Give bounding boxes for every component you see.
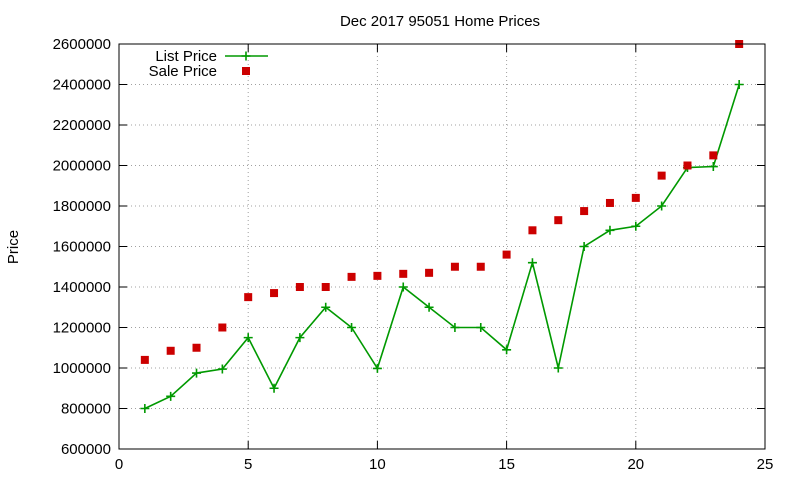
data-point [631,221,641,231]
data-point [347,323,357,332]
data-point [372,363,382,373]
legend-marker [242,67,250,75]
data-point [502,250,511,259]
data-point [527,258,537,268]
plot-border [118,43,766,450]
y-tick-label: 1800000 [53,198,111,215]
y-tick-label: 2600000 [53,36,111,53]
y-tick-label: 1400000 [53,279,111,296]
grid [119,44,765,449]
data-point [140,404,150,413]
data-point [580,207,589,216]
legend-label: Sale Price [149,63,217,80]
data-point [166,391,176,401]
data-point [476,262,485,271]
data-point [450,262,459,271]
x-tick-label: 15 [498,456,515,473]
data-point [554,216,563,225]
y-axis-label: Price [5,230,22,264]
axis-ticks: 600000 800000 1000000 1200000 1400000 1600000… [53,36,774,473]
data-point [631,193,640,202]
data-point [605,198,614,207]
data-point [528,226,537,235]
legend-label: List Price [155,48,217,65]
series [140,80,744,413]
data-point [708,162,718,172]
y-tick-label: 2200000 [53,117,111,134]
x-tick-label: 5 [244,456,252,473]
data-point [192,368,202,378]
data-point [166,346,175,355]
x-tick-label: 10 [369,456,386,473]
data-point [295,333,305,343]
data-point [398,282,408,292]
data-point [295,283,304,291]
data-point [347,272,356,281]
y-tick-label: 800000 [61,401,111,418]
data-point [269,383,279,393]
chart-title: Dec 2017 95051 Home Prices [340,13,540,30]
x-tick-label: 20 [627,456,644,473]
data-point [321,302,331,312]
data-point [709,151,718,160]
data-point [605,225,615,235]
data-point [192,343,201,352]
series-line [144,84,740,410]
data-point [476,323,486,332]
data-point [218,323,227,332]
data-point [657,201,667,211]
data-point [270,289,279,298]
data-point [657,171,666,180]
data-point [425,268,434,277]
data-point [399,269,408,278]
data-point [553,363,563,373]
legend-entry: List Price [155,48,268,65]
legend-marker [241,51,251,61]
x-tick-label: 0 [115,456,123,473]
y-tick-label: 1000000 [53,360,111,377]
x-tick-label: 25 [757,456,774,473]
y-tick-label: 1600000 [53,239,111,256]
data-point [502,345,512,355]
legend-entry: Sale Price [149,63,250,80]
data-point [734,80,744,89]
data-point [140,355,149,364]
data-point [243,333,253,343]
data-point [450,323,460,332]
data-point [244,293,253,302]
data-point [424,302,434,312]
series [140,40,744,364]
y-tick-label: 600000 [61,441,111,458]
plot-area [140,40,744,413]
data-point [217,364,227,374]
y-tick-label: 2400000 [53,77,111,94]
data-point [579,242,589,251]
y-tick-label: 1200000 [53,320,111,337]
data-point [683,161,692,170]
y-tick-label: 2000000 [53,158,111,175]
data-point [373,271,382,280]
data-point [321,283,330,291]
